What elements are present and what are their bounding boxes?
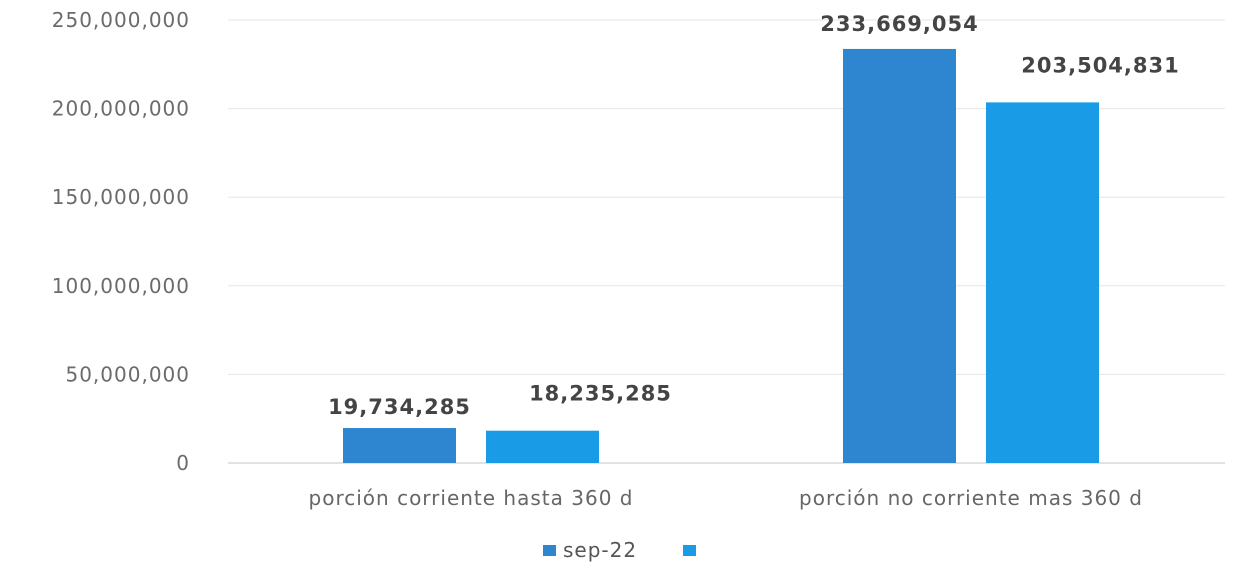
y-tick-label: 0 [176, 451, 190, 475]
y-tick-label: 100,000,000 [52, 274, 190, 298]
y-tick-label: 150,000,000 [52, 185, 190, 209]
data-labels: 19,734,285 18,235,285 233,669,054 203,504,8… [328, 12, 1179, 419]
y-axis-ticks: 0 50,000,000 100,000,000 150,000,000 200,000… [52, 8, 190, 475]
x-category-label: porción corriente hasta 360 d [309, 486, 634, 510]
legend-swatch [543, 545, 556, 556]
data-label: 203,504,831 [1021, 53, 1179, 77]
data-label: 19,734,285 [328, 395, 471, 419]
data-label: 233,669,054 [820, 12, 978, 36]
legend-label: sep-22 [563, 538, 637, 562]
bar [843, 48, 956, 463]
legend-swatch [683, 545, 696, 556]
legend: sep-22 [543, 538, 696, 562]
x-axis-categories: porción corriente hasta 360 d porción no … [309, 486, 1143, 510]
bars [343, 48, 1099, 464]
data-label: 18,235,285 [529, 382, 672, 406]
y-tick-label: 200,000,000 [52, 97, 190, 121]
y-tick-label: 250,000,000 [52, 8, 190, 32]
bar [986, 102, 1099, 464]
bar [343, 428, 456, 463]
y-tick-label: 50,000,000 [65, 362, 190, 386]
bar [486, 430, 599, 463]
x-category-label: porción no corriente mas 360 d [799, 486, 1143, 510]
